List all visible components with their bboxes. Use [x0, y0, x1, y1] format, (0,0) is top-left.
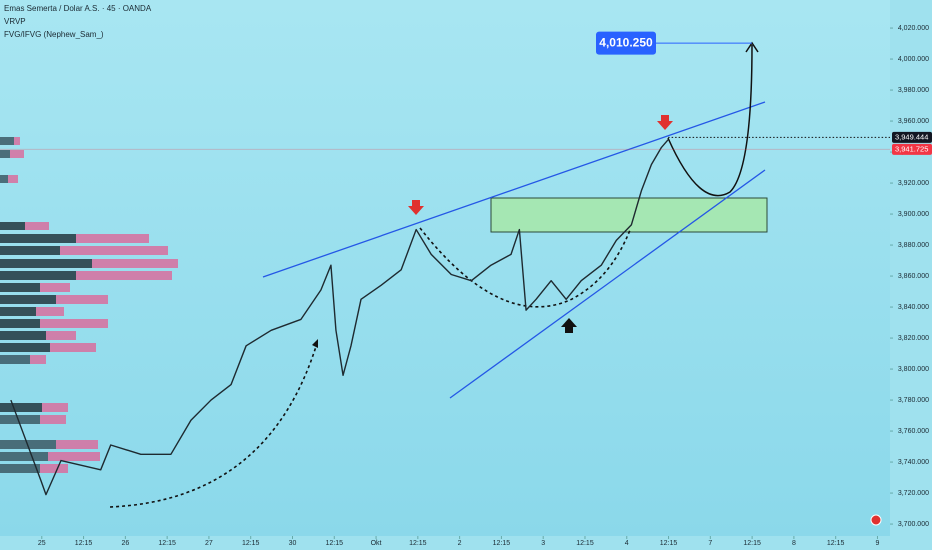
lower-trend-line [449, 169, 766, 399]
price-tag [892, 131, 932, 143]
black-arrow [561, 318, 577, 333]
y-tick-label: 3,800.000 [898, 366, 929, 373]
red-arrow [657, 115, 673, 130]
x-tick-label: 12:15 [158, 540, 176, 547]
y-tick-label: 4,000.000 [898, 56, 929, 63]
x-tick-label: 12:15 [326, 540, 344, 547]
x-tick-label: Okt [371, 540, 382, 547]
y-tick-label: 3,900.000 [898, 211, 929, 218]
cup-curve [419, 227, 631, 308]
y-tick-label: 3,760.000 [898, 428, 929, 435]
target-box [596, 31, 656, 55]
y-tick-label: 3,820.000 [898, 335, 929, 342]
time-axis [0, 536, 932, 550]
x-tick-label: 30 [289, 540, 297, 547]
target-label: 4,010.250 [599, 35, 653, 49]
price-line [10, 139, 669, 496]
x-tick-label: 12:15 [660, 540, 678, 547]
x-tick-label: 3 [541, 540, 545, 547]
price-tag [892, 143, 932, 155]
x-tick-label: 25 [38, 540, 46, 547]
y-tick-label: 3,860.000 [898, 273, 929, 280]
x-tick-label: 12:15 [493, 540, 511, 547]
flag-icon [870, 514, 882, 526]
indicator-label: VRVP [4, 17, 26, 26]
y-tick-label: 3,960.000 [898, 118, 929, 125]
volume-profile [0, 137, 178, 473]
upper-trend-line [262, 101, 766, 278]
projection-curve [109, 339, 319, 508]
price-axis [890, 0, 932, 550]
target-path [667, 44, 753, 197]
y-tick-label: 3,980.000 [898, 87, 929, 94]
x-tick-label: 8 [792, 540, 796, 547]
red-arrow [408, 200, 424, 215]
arrow-head [312, 339, 318, 348]
price-tag-label: 3,949.444 [895, 132, 928, 141]
x-tick-label: 12:15 [827, 540, 845, 547]
x-tick-label: 12:15 [409, 540, 427, 547]
y-tick-label: 3,740.000 [898, 459, 929, 466]
x-tick-label: 12:15 [242, 540, 260, 547]
x-tick-label: 12:15 [576, 540, 594, 547]
price-tag-label: 3,941.725 [895, 144, 928, 153]
y-tick-label: 3,920.000 [898, 180, 929, 187]
symbol-title: Emas Semerta / Dolar A.S. · 45 · OANDA [4, 4, 152, 13]
y-tick-label: 4,020.000 [898, 25, 929, 32]
x-tick-label: 4 [625, 540, 629, 547]
x-tick-label: 2 [458, 540, 462, 547]
y-tick-label: 3,840.000 [898, 304, 929, 311]
y-tick-label: 3,780.000 [898, 397, 929, 404]
x-tick-label: 7 [708, 540, 712, 547]
indicator-label: FVG/IFVG (Nephew_Sam_) [4, 30, 104, 39]
x-tick-label: 26 [121, 540, 129, 547]
y-tick-label: 3,700.000 [898, 521, 929, 528]
x-tick-label: 9 [876, 540, 880, 547]
y-tick-label: 3,880.000 [898, 242, 929, 249]
x-tick-label: 12:15 [75, 540, 93, 547]
x-tick-label: 27 [205, 540, 213, 547]
y-tick-label: 3,720.000 [898, 490, 929, 497]
x-tick-label: 12:15 [743, 540, 761, 547]
